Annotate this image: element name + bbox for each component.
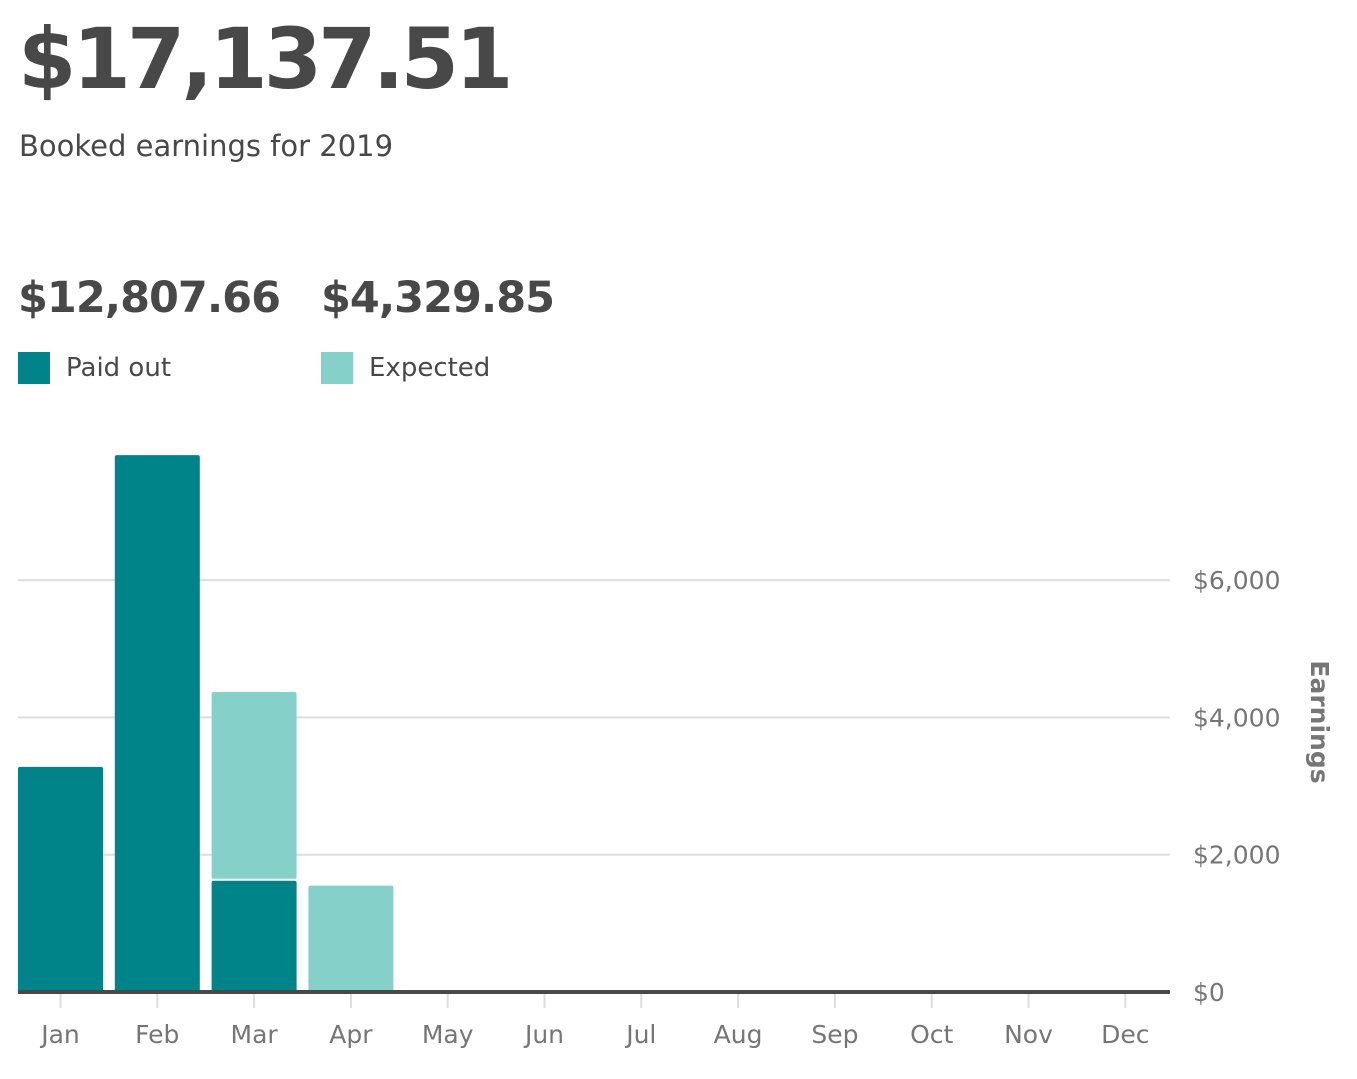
paid-out-swatch xyxy=(18,352,50,384)
axes: $0 $2,000 $4,000 $6,000 Jan Feb Mar Apr May Jun Ju… xyxy=(18,566,1334,1049)
earnings-chart: $0 $2,000 $4,000 $6,000 Jan Feb Mar Apr May Jun Ju… xyxy=(18,455,1334,1049)
paid-out-amount: $12,807.66 xyxy=(18,273,281,323)
earnings-subtitle: Booked earnings for 2019 xyxy=(19,129,394,163)
x-tick-label: Jul xyxy=(624,1020,656,1049)
x-tick-label: Feb xyxy=(135,1020,179,1049)
x-tick-label: Aug xyxy=(714,1020,763,1049)
expected-label: Expected xyxy=(369,353,491,383)
x-tick-label: Jan xyxy=(39,1020,80,1049)
y-tick-label: $2,000 xyxy=(1193,841,1280,870)
bar-expected xyxy=(308,885,394,992)
total-earnings: $17,137.51 xyxy=(18,10,513,108)
bar-paid-out xyxy=(211,880,297,992)
paid-out-label: Paid out xyxy=(66,353,172,383)
x-tick-label: Apr xyxy=(329,1020,373,1049)
x-tick-label: Dec xyxy=(1101,1020,1149,1049)
gridlines xyxy=(18,579,1170,856)
legend-paid-out: Paid out xyxy=(18,352,171,384)
x-tick-label: Nov xyxy=(1004,1020,1053,1049)
bar-paid-out xyxy=(18,766,103,992)
bars xyxy=(18,455,394,993)
y-tick-label: $6,000 xyxy=(1193,566,1280,595)
expected-swatch xyxy=(321,352,353,384)
x-tick-label: Oct xyxy=(910,1020,953,1049)
x-tick-label: Mar xyxy=(231,1020,279,1049)
legend-expected: Expected xyxy=(321,352,490,384)
bar-paid-out xyxy=(114,455,200,993)
x-tick-label: Sep xyxy=(811,1020,858,1049)
y-axis-title: Earnings xyxy=(1305,660,1334,783)
x-tick-label: May xyxy=(422,1020,474,1049)
y-tick-label: $0 xyxy=(1193,978,1225,1007)
y-tick-label: $4,000 xyxy=(1193,703,1280,732)
x-tick-label: Jun xyxy=(523,1020,564,1049)
expected-amount: $4,329.85 xyxy=(321,273,555,323)
bar-expected xyxy=(211,691,297,879)
